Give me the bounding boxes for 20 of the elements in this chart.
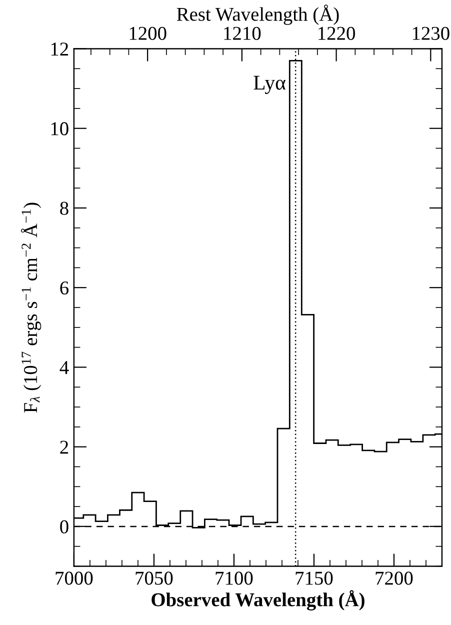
x-tick-label: 7050 [136, 572, 173, 585]
y-tick-label: 0 [60, 520, 68, 534]
x-tick-label: 7000 [56, 572, 93, 585]
x-tick-label: 7100 [216, 572, 253, 585]
y-tick-label: 8 [60, 202, 68, 215]
ref-line-label: Lyα [254, 76, 286, 94]
x-tick-label: 7150 [296, 572, 333, 585]
x2-axis-title: Rest Wavelength (Å) [176, 4, 339, 25]
x-axis-title: Observed Wavelength (Å) [152, 590, 364, 610]
x2-tick-label: 1230 [412, 26, 450, 40]
y-tick-label: 6 [60, 281, 69, 295]
y-tick-label: 12 [51, 42, 68, 56]
x2-tick-label: 1220 [318, 26, 355, 40]
y-tick-label: 10 [51, 122, 68, 136]
x-tick-label: 7200 [376, 572, 413, 585]
y-tick-label: 4 [60, 361, 69, 374]
y-tick-label: 2 [60, 440, 68, 454]
x2-tick-label: 1200 [130, 26, 166, 40]
x2-tick-label: 1210 [224, 26, 261, 40]
text: F$_{λ}$ (10$^{17}$ ergs s$^{−1}$ cm$^{−2}$ Å$^{−1}$) [20, 202, 42, 413]
